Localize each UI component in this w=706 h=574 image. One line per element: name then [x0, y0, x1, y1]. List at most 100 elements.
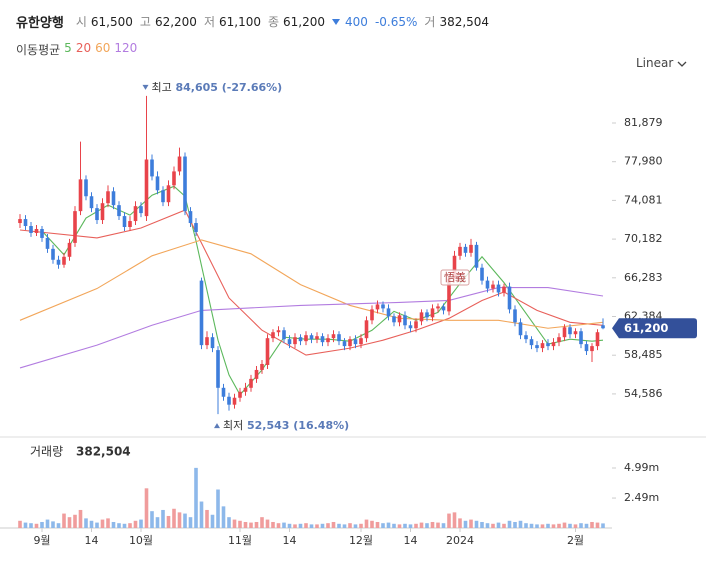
- volume-bar: [414, 523, 418, 528]
- candle-body: [23, 219, 28, 227]
- candle-body: [414, 321, 418, 329]
- volume-bar: [348, 523, 352, 528]
- candle-body: [133, 206, 138, 222]
- volume-bar: [227, 517, 231, 528]
- volume-bar: [392, 523, 396, 528]
- volume-bar: [199, 501, 204, 528]
- low-note-label: 최저: [223, 419, 243, 432]
- candle-body: [309, 335, 314, 340]
- volume-bar: [188, 517, 193, 528]
- candle-body: [78, 179, 83, 212]
- volume-bar: [177, 512, 182, 528]
- candle-body: [221, 387, 226, 397]
- candle-body: [238, 391, 242, 398]
- x-tick-label: 10월: [129, 534, 153, 547]
- candle-body: [496, 284, 501, 293]
- volume-bar: [78, 509, 83, 528]
- volume-bar: [491, 523, 495, 528]
- candle-body: [227, 396, 231, 405]
- volume-bar: [40, 521, 44, 528]
- candle-body: [117, 205, 121, 217]
- volume-bar: [56, 523, 61, 528]
- volume-bar: [381, 523, 385, 528]
- candle-body: [397, 315, 402, 323]
- scale-button[interactable]: Linear: [636, 56, 687, 70]
- candle-body: [95, 208, 99, 221]
- volume-bar: [359, 523, 363, 528]
- volume-bar: [397, 524, 402, 528]
- high-note-label: 최고: [152, 81, 172, 94]
- volume-bar: [436, 522, 440, 528]
- candle-body: [579, 331, 583, 345]
- candle-body: [216, 350, 220, 388]
- volume-bar: [29, 523, 33, 528]
- volume-bar: [331, 521, 336, 528]
- candle-body: [166, 185, 171, 203]
- volume-bar: [386, 522, 391, 528]
- x-tick-label: 14: [283, 534, 297, 547]
- volume-bar: [452, 512, 457, 528]
- ma-legend-item: 120: [114, 41, 138, 55]
- volume-bar: [320, 523, 325, 528]
- candle-body: [518, 322, 523, 336]
- x-tick-label: 2024: [446, 534, 474, 547]
- candle-body: [331, 334, 336, 339]
- candle-body: [282, 330, 286, 340]
- candle-body: [491, 284, 495, 289]
- volume-bar: [111, 521, 116, 528]
- y-tick-label: 77,980: [624, 155, 663, 168]
- candle-body: [381, 304, 385, 309]
- candle-body: [551, 342, 556, 347]
- volume-bar: [326, 523, 330, 528]
- candle-body: [172, 171, 176, 186]
- header: 유한양행 시 61,500 고 62,200 저 61,100 종 61,200 400 -0.6…: [16, 12, 492, 32]
- volume-bar: [502, 523, 506, 528]
- candle-body: [111, 191, 116, 206]
- volume-bar: [469, 519, 473, 528]
- candle-body: [315, 336, 319, 340]
- high-note-text: 84,605 (-27.66%): [176, 81, 283, 94]
- ma-legend-item: 5: [64, 41, 72, 55]
- ma-legend-item: 20: [75, 41, 92, 55]
- candle-body: [375, 304, 380, 310]
- candle-body: [529, 339, 534, 346]
- candle-body: [243, 387, 248, 392]
- candle-body: [392, 316, 396, 323]
- volume-bar: [172, 508, 176, 528]
- volume-bar: [309, 524, 314, 528]
- candle-body: [67, 242, 72, 257]
- candle-body: [513, 309, 517, 323]
- volume-bar: [425, 523, 429, 528]
- candle-body: [194, 223, 198, 232]
- candle-body: [342, 341, 347, 347]
- candle-body: [62, 256, 66, 265]
- candle-body: [188, 211, 193, 224]
- candle-body: [430, 308, 435, 318]
- candle-body: [502, 286, 506, 293]
- volume-bar: [353, 524, 358, 528]
- volume-bar: [370, 520, 374, 528]
- volume-bar: [265, 519, 270, 528]
- candle-body: [128, 221, 132, 228]
- candle-body: [265, 338, 270, 365]
- volume-bar: [375, 521, 380, 528]
- volume-bar: [210, 514, 215, 528]
- volume-bar: [513, 521, 517, 528]
- y-tick-label: 62,384: [624, 310, 663, 323]
- volume-bar: [205, 509, 209, 528]
- x-tick-label: 2월: [567, 534, 584, 547]
- volume-bar: [155, 517, 160, 528]
- volume-bar: [84, 518, 88, 528]
- volume-bar: [304, 523, 308, 528]
- candle-body: [546, 343, 550, 347]
- candle-body: [260, 363, 264, 370]
- candle-body: [507, 286, 512, 310]
- candle-body: [441, 306, 446, 311]
- candle-body: [573, 331, 578, 335]
- field-label: 시: [75, 15, 87, 29]
- x-tick-label: 12월: [349, 534, 373, 547]
- volume-bar: [221, 506, 226, 528]
- candle-body: [122, 216, 127, 228]
- volume-bar: [276, 523, 281, 528]
- volume-bar: [95, 522, 99, 528]
